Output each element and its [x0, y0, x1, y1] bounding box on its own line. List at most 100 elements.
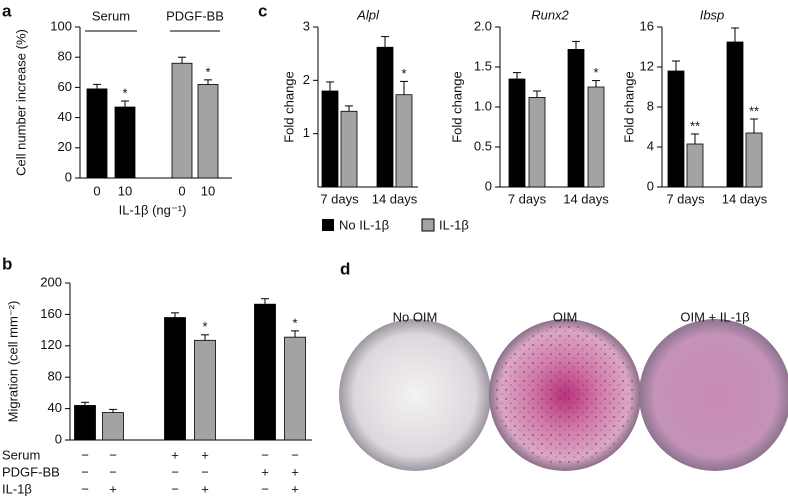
bar [686, 143, 704, 188]
y-tick-label: 100 [50, 18, 72, 33]
x-tick-label: 14 days [722, 191, 768, 206]
x-tick-label: 14 days [563, 191, 609, 206]
panel-letter: d [340, 259, 350, 278]
condition-sign: − [261, 481, 269, 496]
bar [726, 41, 744, 188]
y-tick-label: 20 [58, 139, 72, 154]
bar [395, 94, 413, 188]
condition-label: IL-1β [2, 481, 32, 496]
condition-sign: + [291, 464, 299, 479]
legend-swatch [421, 218, 435, 232]
significance: * [122, 85, 127, 100]
dish-image [639, 319, 788, 471]
bar [114, 106, 136, 179]
y-axis-label: Fold change [281, 71, 296, 143]
y-tick-label: 1.5 [474, 58, 492, 73]
y-axis-label: Fold change [621, 71, 636, 143]
bar [567, 49, 585, 188]
bar [587, 86, 605, 188]
chart-title: Runx2 [531, 7, 569, 22]
significance: * [205, 64, 210, 79]
y-tick-label: 4 [647, 138, 654, 153]
y-tick-label: 1 [303, 125, 310, 140]
condition-sign: + [109, 481, 117, 496]
bar [102, 412, 124, 441]
x-tick-label: 0 [93, 183, 100, 198]
bar [86, 88, 108, 179]
condition-sign: − [81, 447, 89, 462]
group-label: Serum [92, 8, 130, 23]
y-tick-label: 8 [647, 98, 654, 113]
significance: * [292, 315, 297, 330]
condition-sign: − [109, 447, 117, 462]
x-tick-label: 0 [178, 183, 185, 198]
image-label: OIM + IL-1β [680, 309, 749, 324]
bar [745, 132, 763, 188]
x-tick-label: 14 days [372, 191, 418, 206]
significance: * [202, 319, 207, 334]
y-axis-label: Fold change [449, 71, 464, 143]
bar [321, 90, 339, 188]
bar [508, 78, 526, 188]
condition-sign: + [201, 447, 209, 462]
y-tick-label: 2 [303, 72, 310, 87]
y-tick-label: 3 [303, 18, 310, 33]
dish-speckle [495, 325, 635, 465]
bar [528, 97, 546, 188]
bar [171, 62, 193, 179]
condition-sign: + [201, 481, 209, 496]
y-tick-label: 60 [58, 79, 72, 94]
y-tick-label: 0 [55, 431, 62, 446]
significance: * [593, 65, 598, 80]
condition-sign: − [261, 447, 269, 462]
condition-sign: − [81, 464, 89, 479]
y-tick-label: 2.0 [474, 18, 492, 33]
x-tick-label: 10 [201, 183, 215, 198]
legend-label: IL-1β [439, 217, 469, 232]
y-tick-label: 0 [647, 178, 654, 193]
y-tick-label: 200 [40, 274, 62, 289]
significance: ** [749, 103, 759, 118]
legend-swatch [322, 219, 334, 231]
y-tick-label: 0 [65, 169, 72, 184]
condition-label: PDGF-BB [2, 464, 60, 479]
image-label: No OIM [393, 309, 438, 324]
condition-sign: − [201, 464, 209, 479]
x-tick-label: 10 [118, 183, 132, 198]
condition-sign: − [109, 464, 117, 479]
chart-title: Ibsp [700, 7, 725, 22]
group-label: PDGF-BB [166, 8, 224, 23]
y-tick-label: 160 [40, 306, 62, 321]
y-tick-label: 16 [640, 18, 654, 33]
x-tick-label: 7 days [508, 191, 547, 206]
bar [74, 405, 96, 441]
significance: * [401, 66, 406, 81]
y-tick-label: 0.5 [474, 138, 492, 153]
y-tick-label: 40 [58, 109, 72, 124]
bar [254, 303, 276, 441]
y-tick-label: 80 [58, 49, 72, 64]
condition-sign: + [171, 447, 179, 462]
significance: ** [690, 118, 700, 133]
condition-sign: − [291, 447, 299, 462]
y-axis-label: Migration (cell mm⁻²) [5, 301, 20, 423]
x-axis-label: IL-1β (ng⁻¹) [119, 202, 187, 217]
panel-letter: a [2, 1, 12, 20]
chart-title: Alpl [356, 7, 380, 22]
panel-letter: b [2, 254, 12, 273]
condition-sign: − [171, 481, 179, 496]
y-axis-label: Cell number increase (%) [13, 29, 28, 176]
y-tick-label: 12 [640, 58, 654, 73]
dish-image [339, 319, 491, 471]
x-tick-label: 7 days [666, 191, 705, 206]
bar [376, 46, 394, 188]
condition-sign: + [291, 481, 299, 496]
y-tick-label: 40 [48, 400, 62, 415]
panel-letter: c [258, 1, 267, 20]
y-tick-label: 120 [40, 337, 62, 352]
bar [284, 336, 306, 441]
bar [340, 110, 358, 188]
y-tick-label: 1.0 [474, 98, 492, 113]
bar [194, 339, 216, 441]
